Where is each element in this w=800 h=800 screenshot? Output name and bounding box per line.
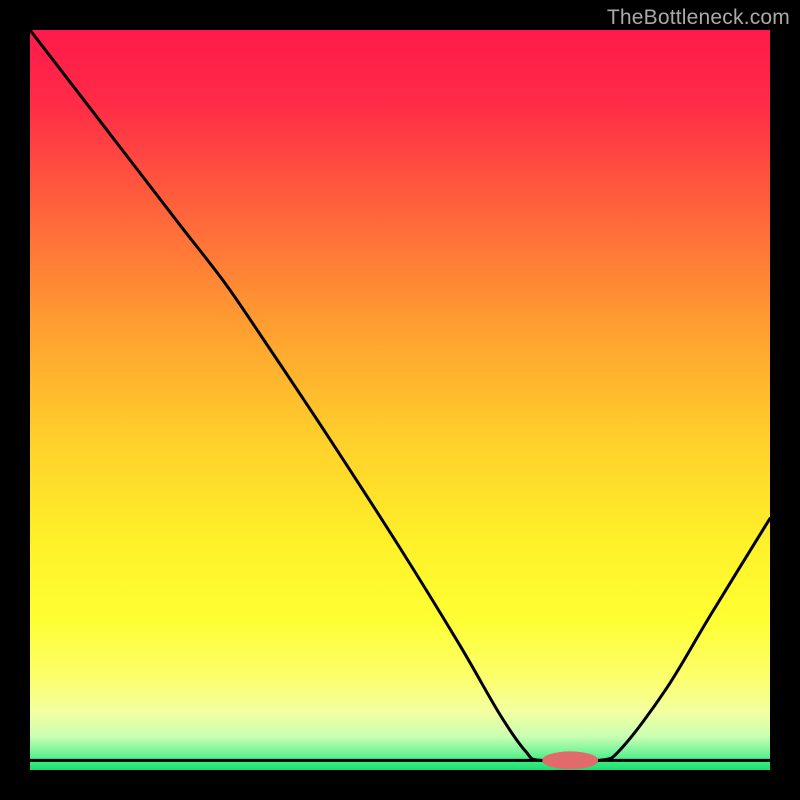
watermark-text: TheBottleneck.com [607, 6, 790, 30]
plot-background [30, 30, 770, 770]
stage: TheBottleneck.com [0, 0, 800, 800]
optimum-marker [542, 751, 598, 769]
bottleneck-chart [0, 0, 800, 800]
